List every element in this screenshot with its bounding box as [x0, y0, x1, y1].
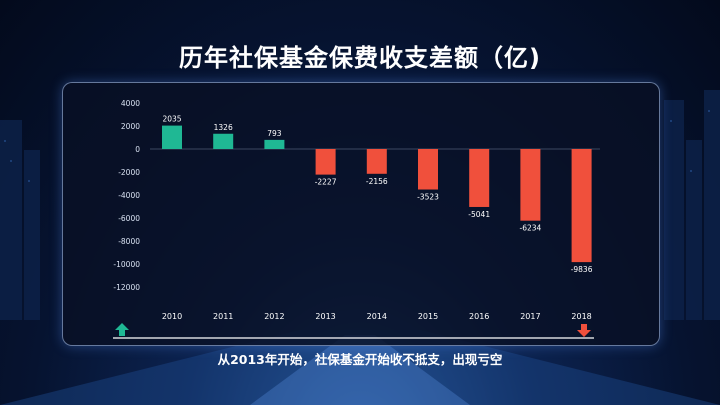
- y-tick-label: -12000: [113, 283, 140, 292]
- data-label-2017: -6234: [520, 224, 542, 233]
- data-label-2010: 2035: [162, 115, 181, 124]
- bar-2015: [418, 149, 438, 190]
- x-tick-label-2017: 2017: [520, 312, 540, 321]
- x-tick-label-2016: 2016: [469, 312, 489, 321]
- data-label-2015: -3523: [417, 193, 439, 202]
- data-label-2018: -9836: [571, 265, 593, 274]
- bar-2010: [162, 125, 182, 149]
- chart-title: 历年社保基金保费收支差额（亿): [179, 44, 541, 72]
- y-tick-label: -2000: [118, 168, 140, 177]
- x-tick-label-2015: 2015: [418, 312, 438, 321]
- y-tick-label: -8000: [118, 237, 140, 246]
- up-arrow-icon: [115, 323, 129, 336]
- y-tick-label: 4000: [121, 99, 140, 108]
- y-tick-label: -10000: [113, 260, 140, 269]
- data-label-2012: 793: [267, 129, 282, 138]
- bar-2017: [520, 149, 541, 221]
- x-tick-label-2014: 2014: [367, 312, 387, 321]
- x-tick-label-2011: 2011: [213, 312, 233, 321]
- data-label-2014: -2156: [366, 177, 388, 186]
- bar-2018: [571, 149, 592, 263]
- bar-2011: [213, 133, 234, 149]
- data-label-2016: -5041: [468, 210, 490, 219]
- x-tick-label-2018: 2018: [571, 312, 591, 321]
- bar-2012: [264, 139, 285, 149]
- data-label-2011: 1326: [214, 123, 233, 132]
- data-label-2013: -2227: [315, 178, 337, 187]
- y-tick-label: -6000: [118, 214, 140, 223]
- bar-2016: [469, 149, 490, 207]
- chart-caption: 从2013年开始，社保基金开始收不抵支，出现亏空: [217, 352, 503, 367]
- x-tick-label-2012: 2012: [264, 312, 284, 321]
- bar-2013: [315, 149, 336, 175]
- bar-2014: [366, 149, 387, 174]
- y-tick-label: -4000: [118, 191, 140, 200]
- chart-panel: [62, 82, 660, 346]
- x-tick-label-2013: 2013: [315, 312, 335, 321]
- down-arrow-icon: [577, 324, 591, 337]
- x-tick-label-2010: 2010: [162, 312, 182, 321]
- y-tick-label: 2000: [121, 122, 140, 131]
- y-tick-label: 0: [135, 145, 140, 154]
